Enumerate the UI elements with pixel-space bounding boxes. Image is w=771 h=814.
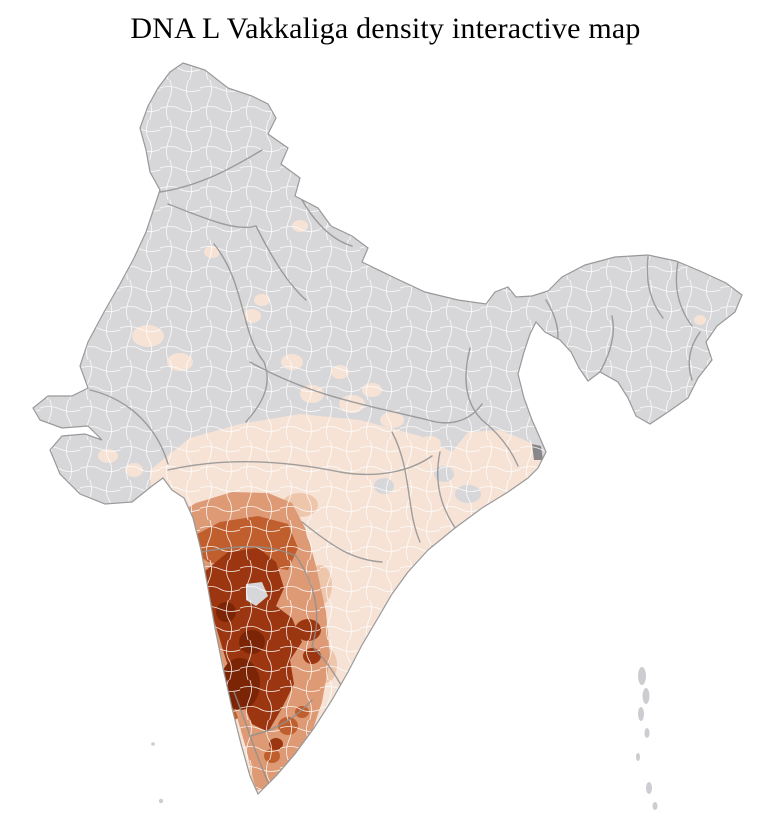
lakshadweep-islands[interactable] [151,742,164,804]
page-title: DNA L Vakkaliga density interactive map [130,12,641,45]
state-borders [89,149,701,783]
andaman-nicobar-islands[interactable] [636,667,658,810]
